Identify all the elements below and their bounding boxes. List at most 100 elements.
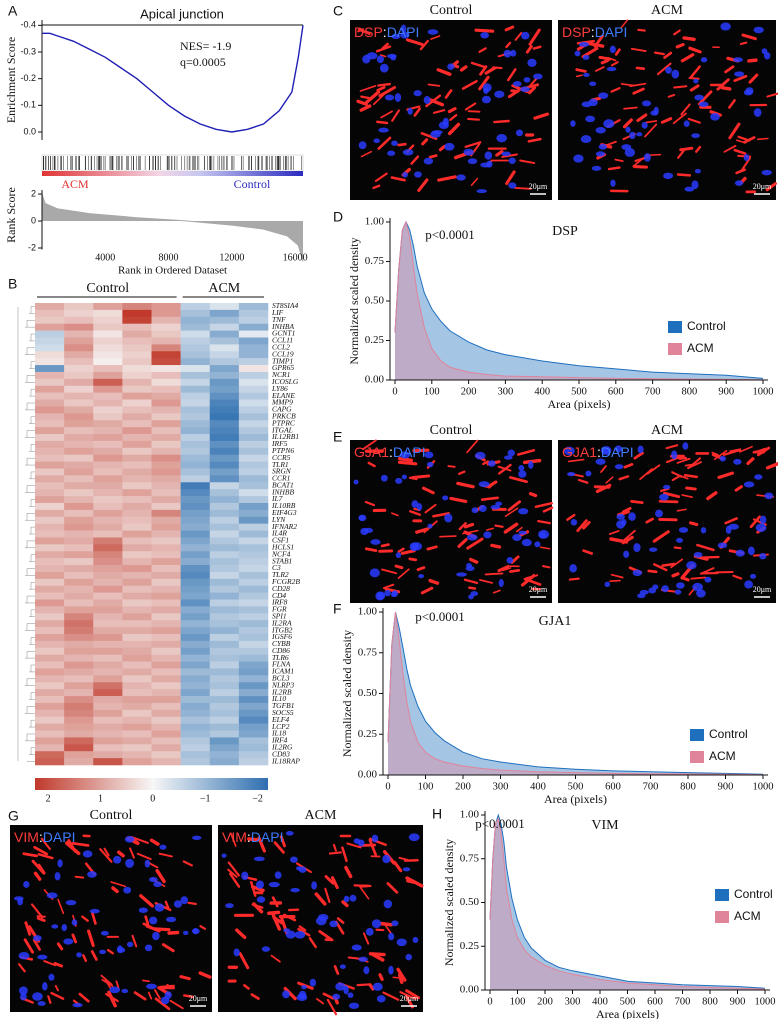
nucleus [274,871,282,879]
legend-swatch [715,911,729,923]
stain-signal [227,861,240,877]
stain-signal [509,476,528,484]
row-label: IL4R [271,529,287,538]
nucleus [109,986,121,994]
x-tick-label: 400 [592,996,608,1007]
colorbar-tick-label: −1 [200,793,211,804]
heatmap-cell [209,668,240,676]
y-tick-label: 2 [31,188,36,198]
nucleus [632,569,643,577]
nucleus [261,946,271,952]
stain-signal [380,543,390,548]
stain-signal [364,500,376,507]
heatmap-cell [209,427,240,435]
heatmap-cell [93,523,123,531]
stain-signal [439,535,457,538]
nucleus [474,451,486,460]
stain-signal [733,148,747,155]
nucleus [591,165,602,171]
stain-signal [394,564,404,570]
y-axis-label: Normalized scaled density [442,839,456,966]
row-label: IL10 [271,694,286,703]
heatmap-cell [122,309,152,318]
stain-separator: : [39,829,43,845]
stain-signal [155,868,166,884]
stain-signal [486,480,498,489]
heatmap-cell [151,627,181,635]
stain-signal [400,549,416,555]
stain-signal [376,120,389,125]
heatmap-cell [93,709,123,718]
nucleus [372,982,383,991]
y-tick-label: 0.75 [358,646,378,658]
heatmap-cell [93,496,123,504]
heatmap-cell [151,737,181,745]
heatmap-cell [35,461,65,469]
heatmap-cell [35,385,65,393]
x-tick-label: 800 [680,781,696,792]
stain-signal [469,557,479,564]
heatmap-cell [209,702,240,711]
heatmap-cell [122,523,152,531]
heatmap-cell [209,758,240,766]
stain-signal [144,915,150,926]
row-label: IL2RB [271,687,292,696]
scale-bar-label: 20μm [529,585,548,594]
nucleus [610,179,616,187]
nucleus [641,121,648,129]
x-tick-label: 600 [605,781,621,792]
heatmap-cell [209,689,240,697]
heatmap-cell [209,682,240,690]
stain-signal [199,925,207,930]
stain-signal [677,149,685,159]
nucleus [18,951,30,960]
counterstain-name: DAPI [387,24,420,40]
legend-label: Control [709,727,748,741]
stain-signal [478,75,490,91]
heatmap-cell [180,468,211,476]
stain-signal [687,117,701,124]
heatmap-cell [93,627,123,635]
heatmap-cell [238,578,269,587]
heatmap-cell [180,696,211,704]
nucleus [734,180,744,187]
stain-signal [519,159,536,164]
stain-signal [660,117,673,124]
heatmap-cell [238,613,269,621]
nucleus [606,66,617,72]
stain-signal [539,546,551,550]
heatmap-cell [238,723,269,731]
heatmap-cell [180,489,211,497]
heatmap-cell [238,475,269,483]
nucleus [427,29,439,35]
stain-signal [382,991,400,1001]
nucleus [413,90,422,97]
heatmap-cell [180,358,211,366]
heatmap-cell [64,502,94,511]
row-label: NLRP3 [271,680,294,689]
stain-signal [391,109,400,122]
nucleus [625,126,631,133]
heatmap-cell [180,585,211,593]
heatmap-cell [180,309,211,318]
condition-label: ACM [305,808,337,823]
x-axis-label: Area (pixels) [548,397,611,411]
stain-signal [158,852,173,858]
heatmap-cell [151,427,181,435]
stain-signal [420,132,438,140]
heatmap-cell [238,744,269,752]
heatmap-cell [64,427,94,435]
heatmap-cell [238,468,269,476]
nucleus [629,131,636,140]
legend-swatch [690,729,704,741]
row-label: LIF [271,308,284,317]
stain-signal [341,900,349,908]
heatmap-cell [93,633,123,642]
stain-signal [645,120,658,124]
heatmap-cell [93,489,123,497]
stain-signal [449,496,468,503]
heatmap-cell [180,613,211,621]
stain-signal [32,938,41,951]
heatmap-cell [180,509,211,518]
heatmap-cell [122,427,152,435]
